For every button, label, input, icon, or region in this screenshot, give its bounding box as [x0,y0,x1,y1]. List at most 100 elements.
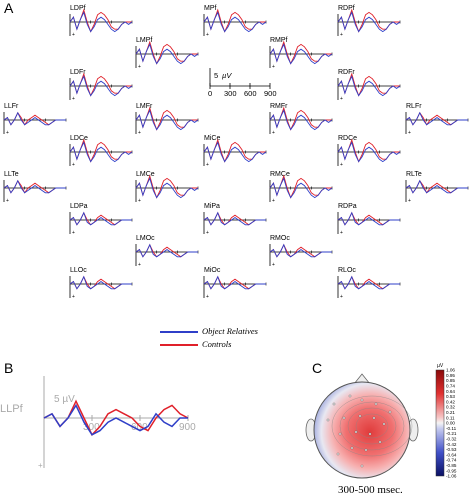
channel-object-trace [69,11,133,33]
channel-object-trace [269,243,332,258]
scalp-map: µV1.060.950.850.740.640.530.420.320.210.… [305,363,457,479]
channel-rlte: RLTe + [405,171,469,220]
channel-plot-llte: + [3,179,67,204]
channel-plus-sign: + [272,130,275,136]
channel-object-trace [69,75,133,97]
channel-plus-sign: + [72,294,75,300]
channel-plot-ldpf: + [69,8,133,38]
channel-mipa: MiPa + [203,203,267,252]
electrode-dot [358,414,362,418]
channel-label-llte: LLTe [4,171,19,178]
colorbar-tick-label: 0.53 [446,394,455,399]
head-nose [353,373,371,385]
channel-control-trace [69,138,132,163]
scale-tick-label-0: 0 [208,89,213,98]
colorbar-tick-label: 0.32 [446,405,455,410]
channel-control-trace [203,275,266,290]
legend-swatch-controls [160,344,198,346]
colorbar-tick-label: -0.64 [446,452,457,457]
channel-label-mice: MiCe [204,135,221,142]
legend-item-object-relatives: Object Relatives [160,326,300,336]
colorbar-tick-label: -0.74 [446,458,457,463]
channel-label-rlfr: RLFr [406,103,422,110]
channel-plus-sign: + [340,32,343,38]
channel-label-lmfr: LMFr [136,103,153,110]
channel-control-trace [269,174,332,199]
channel-rmce: RMCe + [269,171,333,220]
llpf-channel-label: LLPf [0,403,24,415]
colorbar-tick-label: -0.42 [446,442,457,447]
channel-control-trace [203,211,266,226]
channel-plus-sign: + [206,294,209,300]
channel-label-rmpf: RMPf [270,37,288,44]
colorbar-tick-label: -1.06 [446,474,457,479]
channel-rmoc: RMOc + [269,235,333,284]
colorbar-tick-label: 0.74 [446,384,455,389]
channel-object-trace [337,75,401,97]
channel-object-trace [203,141,267,163]
channel-plot-rmoc: + [269,243,333,268]
channel-llte: LLTe + [3,171,67,220]
colorbar-tick-label: 0.21 [446,410,455,415]
channel-plot-rmce: + [269,174,333,204]
electrode-dot [336,452,340,456]
channel-plot-lmoc: + [135,243,199,268]
channel-label-rdpf: RDPf [338,5,355,12]
channel-rdfr: RDFr + [337,69,401,118]
legend-label-controls: Controls [202,339,232,349]
channel-object-trace [69,211,132,226]
channel-mice: MiCe + [203,135,267,184]
channel-object-trace [405,179,468,194]
channel-plot-rlfr: + [405,111,469,136]
channel-plot-mioc: + [203,275,267,300]
channel-plot-mpf: + [203,8,267,38]
channel-plus-sign: + [206,230,209,236]
channel-rmpf: RMPf + [269,37,333,86]
topography-caption: 300-500 msec. [338,484,403,496]
channel-plus-sign: + [206,162,209,168]
channel-control-trace [269,106,332,131]
channel-object-trace [203,211,266,226]
channel-control-trace [203,138,266,163]
channel-plus-sign: + [138,130,141,136]
scale-bar: 5 µV 0 300 600 900 [204,68,277,98]
channel-label-rmce: RMCe [270,171,290,178]
channel-plot-rmpf: + [269,40,333,70]
channel-mioc: MiOc + [203,267,267,316]
channel-plot-rdpf: + [337,8,401,38]
channel-plot-rmfr: + [269,106,333,136]
channel-ldfr: LDFr + [69,69,133,118]
channel-label-lloc: LLOc [70,267,87,274]
channel-lmpf: LMPf + [135,37,199,86]
panel-label-c: C [312,360,323,376]
electrode-dot [360,398,364,402]
channel-label-rdpa: RDPa [338,203,357,210]
channel-plus-sign: + [72,230,75,236]
channel-object-trace [203,275,266,290]
electrode-dot [326,418,330,422]
electrode-dot [378,440,382,444]
channel-label-rmfr: RMFr [270,103,288,110]
channel-control-trace [69,275,132,290]
electrode-dot [382,422,386,426]
channel-object-trace [269,109,333,131]
channel-plot-rloc: + [337,275,401,300]
channel-object-trace [69,141,133,163]
channel-object-trace [3,179,66,194]
channel-label-llfr: LLFr [4,103,19,110]
contour-line [331,395,413,457]
colorbar-tick-label: -0.32 [446,437,457,442]
llpf-x-tick-label: 300 [83,422,100,433]
channel-plus-sign: + [206,32,209,38]
channel-rdce: RDCe + [337,135,401,184]
channel-plot-lmfr: + [135,106,199,136]
channel-label-lmoc: LMOc [136,235,155,242]
channel-control-trace [337,72,400,97]
channel-label-mioc: MiOc [204,267,221,274]
contour-line [355,413,389,439]
channel-plot-mice: + [203,138,267,168]
channel-rdpa: RDPa + [337,203,401,252]
channel-plot-mipa: + [203,211,267,236]
channel-plus-sign: + [72,96,75,102]
